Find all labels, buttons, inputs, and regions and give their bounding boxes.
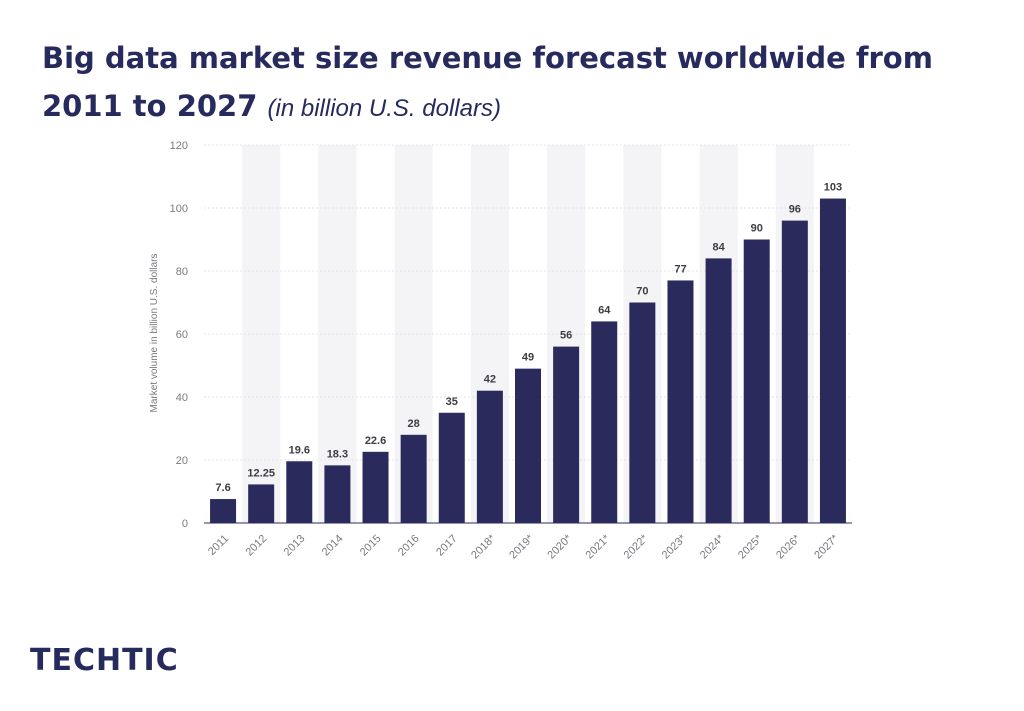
x-tick-label: 2011 <box>206 533 231 558</box>
y-tick-label: 20 <box>176 455 188 467</box>
data-label: 77 <box>674 263 686 275</box>
data-label: 56 <box>560 330 572 342</box>
bar <box>667 280 694 523</box>
bar <box>438 412 465 523</box>
bars <box>210 198 846 524</box>
x-tick-label: 2026* <box>774 532 803 561</box>
y-tick-label: 80 <box>176 266 188 278</box>
y-tick-label: 40 <box>176 392 188 404</box>
bar <box>629 302 656 523</box>
x-tick-label: 2023* <box>660 532 689 561</box>
bar <box>400 434 427 523</box>
x-tick-label: 2019* <box>507 532 536 561</box>
x-tick-label: 2014 <box>320 533 346 559</box>
x-tick-label: 2012 <box>243 533 269 559</box>
data-label: 35 <box>446 396 458 408</box>
y-tick-label: 0 <box>182 518 188 530</box>
bar <box>705 258 732 523</box>
x-tick-label: 2024* <box>698 532 727 561</box>
bar <box>286 461 313 523</box>
bar <box>553 346 580 523</box>
chart-title: Big data market size revenue forecast wo… <box>42 34 942 133</box>
x-tick-label: 2013 <box>282 533 308 559</box>
bar <box>781 220 808 523</box>
bar <box>515 368 541 523</box>
y-tick-label: 60 <box>176 329 188 341</box>
techtic-logo: TECHTIC <box>30 643 179 678</box>
bar <box>248 484 275 523</box>
bar <box>476 390 503 523</box>
x-tick-label: 2027* <box>812 532 841 561</box>
data-label: 28 <box>408 418 420 430</box>
x-tick-label: 2018* <box>469 532 498 561</box>
data-label: 7.6 <box>215 482 230 494</box>
data-label: 84 <box>712 241 725 253</box>
value-labels: 7.6 12.25 19.6 18.3 22.6 28 35 42 49 56 64 70 77 84 90… <box>215 182 842 495</box>
chart-subtitle: (in billion U.S. dollars) <box>267 95 501 122</box>
bar <box>743 239 770 523</box>
bar <box>362 451 389 523</box>
bar <box>819 198 846 524</box>
data-label: 96 <box>789 204 801 216</box>
x-tick-label: 2021* <box>584 532 613 561</box>
x-tick-label: 2015 <box>358 533 384 559</box>
x-tick-label: 2022* <box>622 532 651 561</box>
y-axis-ticks: 0 20 40 60 80 100 120 <box>170 140 188 530</box>
data-label: 19.6 <box>289 444 310 456</box>
data-label: 49 <box>522 352 534 364</box>
data-label: 64 <box>598 304 611 316</box>
bar <box>210 499 237 523</box>
title-text: Big data market size revenue forecast wo… <box>42 41 933 123</box>
data-label: 42 <box>484 374 496 386</box>
x-tick-label: 2016 <box>396 533 422 559</box>
bar <box>324 465 351 523</box>
y-axis-label: Market volume in billion U.S. dollars <box>149 254 160 413</box>
data-label: 70 <box>636 286 648 298</box>
x-axis-ticks: 2011 2012 2013 2014 2015 2016 2017 2018* 2019* 20… <box>206 532 842 561</box>
data-label: 90 <box>751 223 763 235</box>
y-tick-label: 120 <box>170 140 188 152</box>
x-tick-label: 2025* <box>736 532 765 561</box>
x-tick-label: 2020* <box>545 532 574 561</box>
data-label: 18.3 <box>327 448 348 460</box>
data-label: 22.6 <box>365 435 386 447</box>
data-label: 12.25 <box>247 467 275 479</box>
data-label: 103 <box>824 182 842 194</box>
bar <box>591 321 618 523</box>
x-tick-label: 2017 <box>434 533 460 559</box>
y-tick-label: 100 <box>170 203 188 215</box>
